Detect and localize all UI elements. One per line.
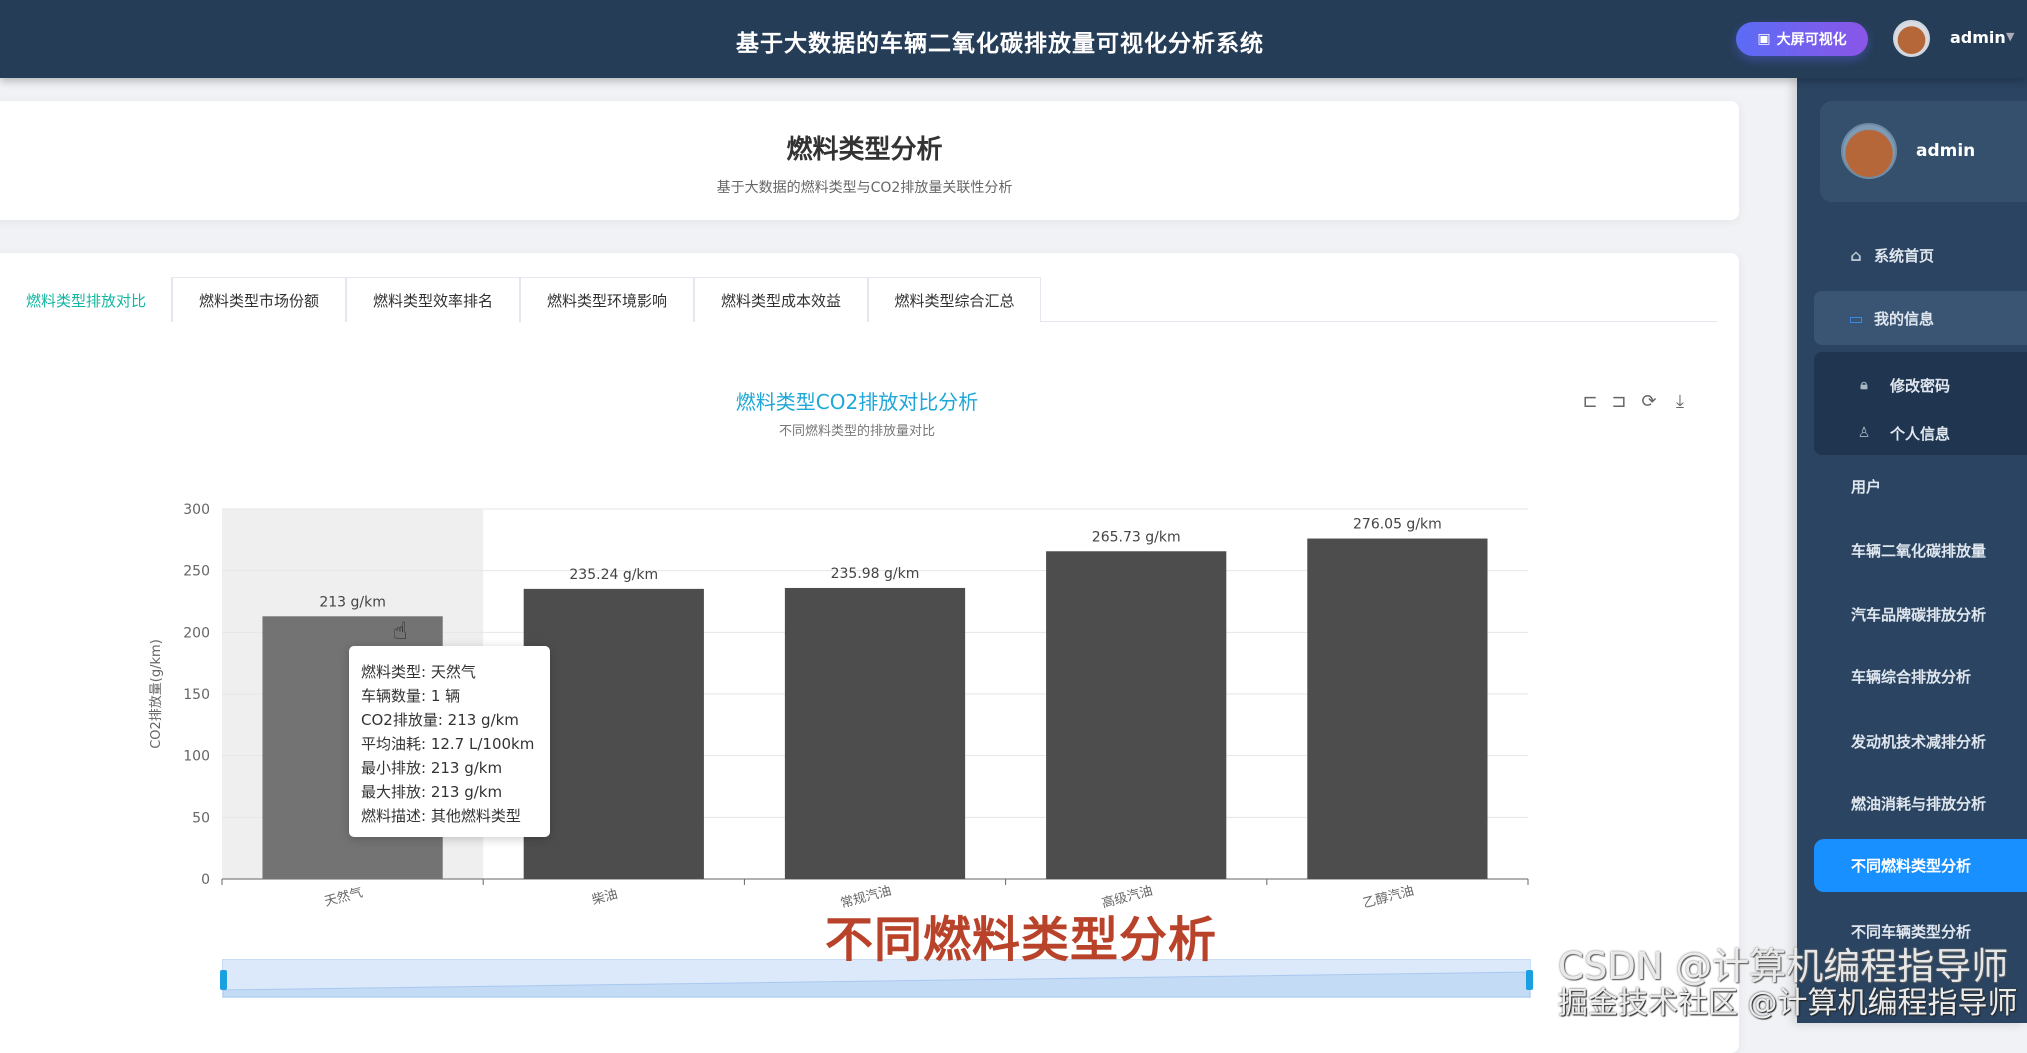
sidebar-item-vehicle-overall[interactable]: 车辆综合排放分析 (1814, 651, 2027, 701)
bigscreen-button[interactable]: ▣ 大屏可视化 (1736, 22, 1868, 56)
caret-down-icon[interactable]: ▼ (2006, 30, 2015, 43)
y-tick-label: 0 (201, 872, 210, 888)
sidebar-item-fuel-consumption[interactable]: 燃油消耗与排放分析 (1814, 778, 2027, 828)
card-icon: ▭ (1848, 308, 1864, 328)
sidebar-item-fuel-type[interactable]: 不同燃料类型分析 (1814, 839, 2027, 892)
tooltip-line: 燃料描述: 其他燃料类型 (361, 807, 521, 825)
sidebar-item-vehicle-co2[interactable]: 车辆二氧化碳排放量 (1814, 525, 2027, 575)
tab-bar: 燃料类型排放对比 燃料类型市场份额 燃料类型效率排名 燃料类型环境影响 燃料类型… (0, 277, 1717, 322)
bar-data-label: 265.73 g/km (1092, 529, 1181, 545)
x-tick-label: 常规汽油 (839, 884, 893, 912)
sidebar-item-label: 车辆二氧化碳排放量 (1851, 541, 1987, 560)
bigscreen-label: 大屏可视化 (1776, 32, 1847, 48)
tab-efficiency-rank[interactable]: 燃料类型效率排名 (346, 277, 520, 322)
user-icon: ♙ (1857, 425, 1871, 441)
sidebar-item-personal-info[interactable]: ♙ 个人信息 (1814, 413, 1950, 453)
tab-market-share[interactable]: 燃料类型市场份额 (172, 277, 346, 322)
watermark-juejin: 掘金技术社区 @计算机编程指导师 (1558, 986, 2018, 1021)
sidebar-username: admin (1916, 141, 1976, 161)
x-tick-label: 高级汽油 (1100, 883, 1154, 912)
datazoom-preview (223, 971, 1530, 997)
tab-environment-impact[interactable]: 燃料类型环境影响 (520, 277, 694, 322)
sidebar-item-brand-emission[interactable]: 汽车品牌碳排放分析 (1814, 589, 2027, 639)
home-icon: ⌂ (1850, 245, 1862, 265)
page-subtitle: 基于大数据的燃料类型与CO2排放量关联性分析 (716, 180, 1013, 196)
download-icon[interactable]: ⤓ (1676, 391, 1684, 412)
tab-summary[interactable]: 燃料类型综合汇总 (868, 277, 1041, 322)
bar (1307, 538, 1488, 879)
sidebar-item-label: 用户 (1851, 477, 1882, 496)
sidebar-item-users[interactable]: 用户 (1814, 461, 2027, 511)
x-tick-label: 天然气 (323, 884, 365, 910)
zoom-reset-icon[interactable]: ⊐ (1611, 391, 1627, 412)
tooltip-line: 平均油耗: 12.7 L/100km (361, 735, 535, 753)
chart-title: 燃料类型CO2排放对比分析 (735, 390, 979, 414)
datazoom-slider[interactable] (220, 959, 1533, 998)
chart-subtitle: 不同燃料类型的排放量对比 (778, 424, 935, 439)
datazoom-handle-left[interactable] (220, 970, 227, 990)
y-tick-label: 300 (183, 502, 210, 518)
sidebar-item-vehicle-type[interactable]: 不同车辆类型分析 (1814, 906, 2027, 956)
watermark-csdn: CSDN @计算机编程指导师 (1558, 945, 2009, 988)
bar-data-label: 213 g/km (319, 594, 386, 610)
page-title: 燃料类型分析 (786, 135, 943, 165)
tooltip-line: 燃料类型: 天然气 (361, 663, 476, 681)
page-header-card: 燃料类型分析 基于大数据的燃料类型与CO2排放量关联性分析 (0, 101, 1739, 220)
tab-emission-compare[interactable]: 燃料类型排放对比 (0, 277, 172, 322)
bar (1046, 551, 1227, 879)
sidebar-item-label: 我的信息 (1874, 309, 1935, 328)
bar-data-label: 235.24 g/km (569, 567, 658, 583)
zoom-icon[interactable]: ⊏ (1582, 391, 1598, 412)
sidebar-item-label: 不同燃料类型分析 (1851, 857, 1972, 875)
bar-data-label: 235.98 g/km (831, 566, 920, 582)
y-tick-label: 250 (183, 564, 210, 580)
y-tick-label: 50 (192, 810, 210, 826)
lock-icon: 🔒︎ (1860, 377, 1868, 393)
sidebar-item-label: 燃油消耗与排放分析 (1851, 794, 1987, 813)
top-header: 基于大数据的车辆二氧化碳排放量可视化分析系统 ▣ 大屏可视化 admin ▼ (0, 0, 2027, 78)
bar-chart: 0 50 100 150 200 250 300 CO2排放量(g/km) 213 g/km 天然… (149, 502, 1529, 912)
bar (523, 588, 704, 879)
sidebar-item-engine-tech[interactable]: 发动机技术减排分析 (1814, 716, 2027, 766)
avatar (1841, 123, 1897, 179)
header-username[interactable]: admin (1950, 28, 2006, 47)
restore-icon[interactable]: ⟳ (1641, 391, 1657, 412)
y-tick-label: 150 (183, 687, 210, 703)
sidebar-item-label: 发动机技术减排分析 (1851, 732, 1987, 751)
screen-icon: ▣ (1757, 31, 1771, 47)
bar-data-label: 276.05 g/km (1353, 517, 1442, 533)
header-avatar[interactable] (1893, 20, 1930, 57)
sidebar: admin ⌂ 系统首页 ▭ 我的信息 🔒︎ 修改密码 ♙ 个人信息 用户 车辆二氧化碳… (1797, 78, 2027, 1023)
sidebar-item-my-info[interactable]: ▭ 我的信息 (1814, 291, 2027, 345)
submenu-my-info: 🔒︎ 修改密码 ♙ 个人信息 (1814, 352, 2027, 455)
app-title: 基于大数据的车辆二氧化碳排放量可视化分析系统 (736, 31, 1264, 57)
tab-cost-benefit[interactable]: 燃料类型成本效益 (694, 277, 868, 322)
sidebar-item-home[interactable]: ⌂ 系统首页 (1814, 230, 2027, 280)
sidebar-item-label: 车辆综合排放分析 (1851, 667, 1972, 686)
user-card: admin (1820, 101, 2027, 202)
y-axis-label: CO2排放量(g/km) (149, 639, 164, 749)
sidebar-item-label: 个人信息 (1890, 424, 1951, 443)
y-tick-label: 100 (183, 749, 210, 765)
x-tick-label: 乙醇汽油 (1361, 883, 1415, 912)
hand-cursor-icon: ☝ (393, 617, 408, 645)
tooltip-line: 最大排放: 213 g/km (361, 783, 503, 801)
sidebar-item-change-password[interactable]: 🔒︎ 修改密码 (1814, 365, 1950, 405)
y-tick-label: 200 (183, 625, 210, 641)
chart-tooltip: 燃料类型: 天然气 车辆数量: 1 辆 CO2排放量: 213 g/km 平均油… (349, 646, 550, 837)
sidebar-item-label: 修改密码 (1890, 376, 1951, 395)
sidebar-item-label: 系统首页 (1874, 246, 1935, 265)
bar (784, 587, 966, 879)
datazoom-handle-right[interactable] (1526, 970, 1533, 990)
tooltip-line: 车辆数量: 1 辆 (361, 687, 461, 705)
overlay-caption: 不同燃料类型分析 (825, 912, 1218, 968)
tooltip-line: CO2排放量: 213 g/km (361, 711, 519, 729)
sidebar-item-label: 不同车辆类型分析 (1851, 922, 1972, 941)
sidebar-item-label: 汽车品牌碳排放分析 (1851, 605, 1987, 624)
x-tick-label: 柴油 (590, 887, 619, 908)
tooltip-line: 最小排放: 213 g/km (361, 759, 503, 777)
